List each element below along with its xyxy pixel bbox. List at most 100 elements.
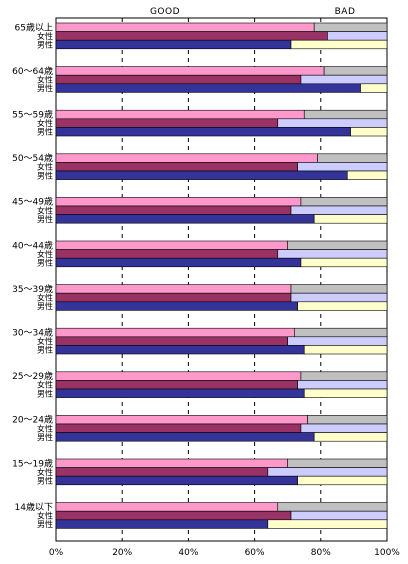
bar-overall-good-1 — [55, 66, 325, 76]
row-label-male-5: 男性 — [37, 258, 53, 268]
group-label-6: 35～39歳 — [12, 283, 53, 295]
bar-male-good-5 — [55, 257, 302, 268]
bar-overall-bad-1 — [323, 66, 388, 76]
header-good: GOOD — [150, 7, 180, 17]
row-label-female-4: 女性 — [37, 205, 53, 215]
row-label-male-7: 男性 — [37, 345, 53, 355]
row-label-male-4: 男性 — [37, 214, 53, 224]
bar-female-bad-5 — [277, 249, 388, 259]
bar-female-good-7 — [55, 336, 288, 346]
bar-female-bad-4 — [290, 205, 388, 215]
row-label-female-3: 女性 — [37, 162, 53, 172]
bar-overall-good-2 — [55, 109, 305, 120]
bar-female-good-3 — [55, 162, 298, 172]
bar-female-good-9 — [55, 423, 302, 433]
bar-female-bad-7 — [287, 336, 388, 346]
bar-female-good-4 — [55, 205, 292, 215]
bar-male-good-11 — [55, 519, 269, 529]
row-label-male-9: 男性 — [37, 432, 53, 442]
row-label-male-8: 男性 — [37, 388, 53, 398]
x-tick-label-3: 60% — [245, 548, 265, 558]
group-label-5: 40～44歳 — [12, 239, 53, 251]
group-label-2: 55～59歳 — [12, 109, 53, 121]
bar-male-bad-1 — [360, 83, 388, 93]
row-label-female-10: 女性 — [37, 467, 53, 477]
row-label-male-6: 男性 — [37, 301, 53, 311]
bar-male-bad-6 — [297, 301, 388, 311]
bar-female-good-11 — [55, 510, 292, 521]
bar-female-bad-0 — [327, 31, 388, 41]
bar-overall-good-8 — [55, 371, 302, 381]
group-label-9: 20～24歳 — [12, 414, 53, 426]
row-label-male-1: 男性 — [37, 83, 53, 93]
plot-frame — [55, 17, 388, 542]
bar-overall-good-7 — [55, 327, 295, 338]
bar-overall-bad-10 — [287, 458, 388, 468]
bar-overall-good-6 — [55, 284, 292, 294]
bar-male-bad-0 — [290, 39, 388, 50]
row-label-male-11: 男性 — [37, 519, 53, 529]
bar-overall-bad-0 — [313, 22, 388, 32]
bar-female-bad-1 — [300, 74, 388, 85]
row-label-male-10: 男性 — [37, 476, 53, 486]
row-label-female-7: 女性 — [37, 336, 53, 346]
bar-male-good-2 — [55, 127, 351, 137]
group-label-3: 50～54歳 — [12, 152, 53, 164]
bar-male-good-7 — [55, 345, 305, 355]
bar-female-bad-10 — [267, 467, 388, 477]
group-label-1: 60～64歳 — [12, 65, 53, 77]
bar-male-bad-10 — [297, 475, 388, 486]
bar-female-good-8 — [55, 380, 298, 390]
row-label-female-8: 女性 — [37, 380, 53, 390]
bar-female-good-0 — [55, 31, 328, 41]
bar-overall-bad-8 — [300, 371, 388, 381]
bar-female-good-10 — [55, 467, 269, 477]
bar-male-bad-2 — [350, 127, 388, 137]
group-label-10: 15～19歳 — [12, 457, 53, 469]
row-label-female-0: 女性 — [37, 31, 53, 41]
header-bad: BAD — [335, 7, 356, 17]
bar-overall-bad-4 — [300, 197, 388, 207]
x-tick-label-5: 100% — [374, 548, 400, 558]
bar-female-good-1 — [55, 74, 302, 85]
bar-female-good-5 — [55, 249, 279, 259]
bar-female-good-2 — [55, 118, 279, 128]
group-label-8: 25～29歳 — [12, 370, 53, 382]
bar-overall-bad-11 — [277, 502, 388, 512]
bar-overall-bad-7 — [294, 327, 388, 338]
x-tick-label-0: 0% — [49, 548, 64, 558]
bar-overall-good-5 — [55, 240, 288, 250]
row-label-male-2: 男性 — [37, 127, 53, 137]
bar-male-bad-7 — [303, 345, 388, 355]
row-label-female-6: 女性 — [37, 293, 53, 303]
bar-overall-bad-2 — [303, 109, 388, 120]
bar-female-good-6 — [55, 292, 292, 303]
x-tick-label-2: 40% — [178, 548, 198, 558]
bar-male-bad-11 — [267, 519, 388, 529]
bar-male-good-10 — [55, 475, 298, 486]
bar-overall-good-3 — [55, 153, 318, 163]
bar-female-bad-6 — [290, 292, 388, 303]
bar-overall-good-11 — [55, 502, 279, 512]
bar-overall-bad-3 — [317, 153, 388, 163]
row-label-female-11: 女性 — [37, 511, 53, 521]
row-label-female-1: 女性 — [37, 75, 53, 85]
bar-male-good-3 — [55, 170, 348, 180]
bar-male-good-8 — [55, 388, 305, 398]
plot-area — [55, 17, 388, 542]
bar-female-bad-9 — [300, 423, 388, 433]
x-tick-label-1: 20% — [112, 548, 132, 558]
row-label-female-5: 女性 — [37, 249, 53, 259]
bar-overall-bad-9 — [307, 415, 388, 425]
row-label-female-9: 女性 — [37, 423, 53, 433]
bar-male-bad-5 — [300, 257, 388, 268]
bar-female-bad-2 — [277, 118, 388, 128]
bar-male-good-4 — [55, 214, 315, 224]
bar-male-good-6 — [55, 301, 298, 311]
bar-male-bad-8 — [303, 388, 388, 398]
bar-female-bad-11 — [290, 510, 388, 521]
bar-female-bad-3 — [297, 162, 388, 172]
bar-overall-good-10 — [55, 458, 288, 468]
bar-male-good-1 — [55, 83, 361, 93]
